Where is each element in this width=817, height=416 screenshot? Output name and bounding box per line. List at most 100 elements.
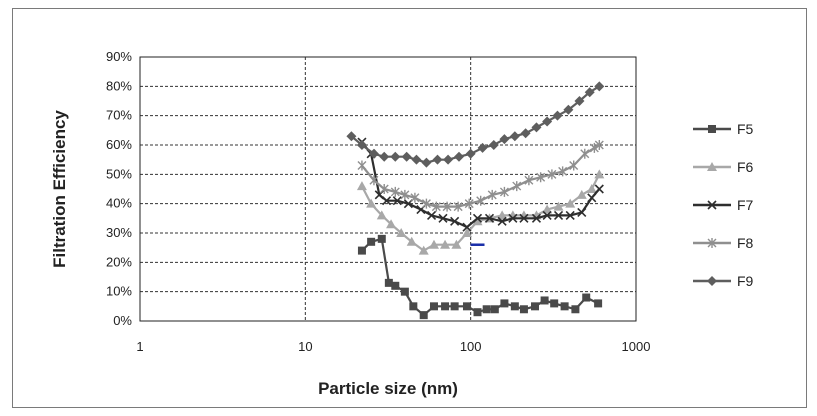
data-point-f9 <box>531 122 542 133</box>
data-point-f9 <box>584 87 595 98</box>
data-point-f8 <box>453 201 463 212</box>
data-point-f9 <box>499 134 510 145</box>
plot-area <box>139 56 637 322</box>
data-point-f5 <box>357 246 366 255</box>
y-axis-title: Filtration Efficiency <box>50 110 69 268</box>
data-point-f8 <box>421 198 431 209</box>
legend: F5 F6 F7 F8 F9 <box>693 121 754 289</box>
data-point-f5 <box>571 305 580 314</box>
data-point-f8 <box>512 181 522 192</box>
data-point-f8 <box>431 201 441 212</box>
legend-label: F9 <box>737 273 754 289</box>
legend-item-f9: F9 <box>693 273 754 289</box>
y-tick-label: 80% <box>106 78 132 93</box>
data-point-f8 <box>558 166 568 177</box>
y-tick-label: 50% <box>106 166 132 181</box>
y-tick-label: 0% <box>113 313 132 328</box>
data-point-f7 <box>497 216 507 226</box>
data-point-f7 <box>531 213 542 223</box>
data-point-f9 <box>390 151 401 162</box>
data-point-f5 <box>462 302 471 311</box>
data-point-f5 <box>400 287 409 296</box>
data-point-f7 <box>438 213 448 223</box>
data-point-f7 <box>462 222 472 232</box>
data-point-f8 <box>569 160 579 171</box>
data-point-f7 <box>392 196 402 206</box>
data-point-f5 <box>560 302 569 311</box>
data-point-f7 <box>587 193 597 203</box>
data-point-f9 <box>574 96 585 106</box>
data-point-f5 <box>409 302 418 311</box>
data-point-f5 <box>510 302 519 311</box>
series-line-f9 <box>350 85 600 164</box>
x-tick-label: 10 <box>298 339 312 354</box>
data-point-f8 <box>499 186 509 197</box>
x-axis-title: Particle size (nm) <box>318 379 458 398</box>
data-point-f9 <box>477 142 488 153</box>
data-point-f8 <box>357 160 367 171</box>
y-tick-label: 40% <box>106 196 132 211</box>
data-point-f5 <box>550 299 559 308</box>
legend-label: F6 <box>737 159 754 175</box>
y-tick-label: 90% <box>106 49 132 64</box>
data-point-f7 <box>594 184 604 194</box>
data-point-f8 <box>594 140 604 150</box>
series-f9 <box>346 81 605 168</box>
data-point-f6 <box>396 228 407 237</box>
data-point-f6 <box>376 210 387 220</box>
data-point-f5 <box>582 293 591 302</box>
data-point-f8 <box>524 175 534 186</box>
data-point-f5 <box>450 302 459 311</box>
tick-labels: 0% 10% 20% 30% 40% 50% 60% 70% 80% 90% 1 10 100 1000 <box>106 49 650 354</box>
data-series <box>346 81 605 320</box>
data-point-f6 <box>576 189 587 199</box>
data-point-f5 <box>490 305 499 314</box>
data-point-f6 <box>594 169 605 179</box>
data-point-f9 <box>443 154 454 165</box>
y-tick-label: 20% <box>106 254 132 269</box>
data-point-f9 <box>552 110 563 121</box>
data-point-f5 <box>531 302 540 311</box>
data-point-f7 <box>508 213 518 223</box>
data-point-f5 <box>500 299 509 308</box>
data-point-f6 <box>418 245 429 255</box>
data-point-f7 <box>472 213 483 223</box>
data-point-f8 <box>476 195 486 206</box>
data-point-f6 <box>356 181 367 191</box>
y-tick-label: 30% <box>106 225 132 240</box>
data-point-f6 <box>451 239 462 249</box>
data-point-f5 <box>419 311 428 320</box>
data-point-f8 <box>580 148 590 159</box>
data-point-f5 <box>441 302 450 311</box>
data-point-f9 <box>594 81 605 92</box>
legend-label: F8 <box>737 235 754 251</box>
data-point-f8 <box>589 142 599 153</box>
legend-item-f8: F8 <box>693 235 754 251</box>
data-point-f6 <box>472 216 483 226</box>
data-point-f8 <box>547 169 557 180</box>
data-point-f7 <box>450 216 460 226</box>
legend-marker-diamond <box>707 276 717 286</box>
data-point-f7 <box>519 213 529 223</box>
data-point-f5 <box>540 296 549 305</box>
data-point-f8 <box>487 189 497 200</box>
legend-marker-x <box>707 200 717 210</box>
series-line-f6 <box>360 173 601 252</box>
data-point-f8 <box>464 198 474 209</box>
series-f7 <box>357 137 604 232</box>
data-point-f9 <box>411 154 422 165</box>
data-point-f8 <box>379 184 389 194</box>
data-point-f6 <box>406 236 417 246</box>
data-point-f9 <box>453 151 464 162</box>
data-point-f6 <box>386 219 397 229</box>
data-point-f8 <box>369 175 379 186</box>
data-point-f5 <box>594 299 603 308</box>
data-point-f6 <box>461 228 472 237</box>
data-point-f5 <box>473 308 482 317</box>
data-point-f9 <box>488 140 499 150</box>
legend-label: F7 <box>737 197 754 213</box>
data-point-f6 <box>440 239 451 249</box>
data-point-f9 <box>356 140 367 150</box>
data-point-f5 <box>519 305 528 314</box>
data-point-f8 <box>410 192 420 203</box>
